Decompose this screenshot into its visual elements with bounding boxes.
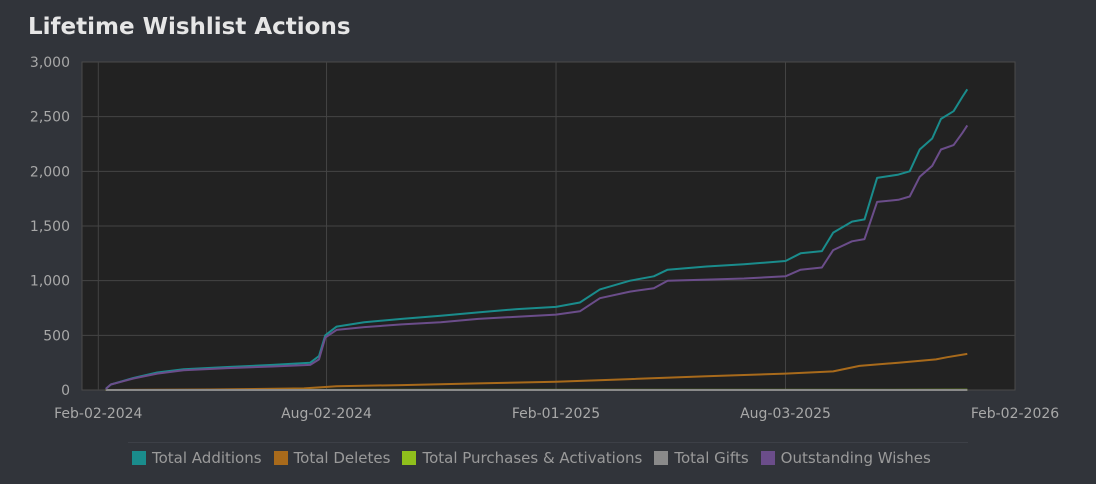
legend-item-total-additions[interactable]: Total Additions [128, 449, 262, 467]
y-tick-label: 2,000 [30, 164, 70, 180]
legend-swatch [402, 451, 417, 465]
legend-swatch [132, 451, 146, 465]
legend-swatch [654, 451, 669, 465]
series-line-outstanding-wishes [105, 124, 969, 390]
x-tick-label: Feb-02-2026 [971, 406, 1059, 422]
legend-label: Total Gifts [674, 449, 749, 467]
legend-label: Total Deletes [293, 449, 391, 467]
y-tick-label: 1,500 [30, 219, 70, 235]
wishlist-chart: 0 500 1,000 1,500 2,000 2,500 3,000 Feb-02-2024… [30, 55, 1059, 422]
legend-item-total-purchases-activations[interactable]: Total Purchases & Activations [398, 449, 642, 467]
x-tick-label: Feb-02-2024 [54, 406, 142, 422]
chart-legend: Total Additions Total Deletes Total Purcha… [128, 442, 968, 473]
y-tick-label: 3,000 [30, 55, 70, 71]
legend-item-total-gifts[interactable]: Total Gifts [650, 449, 749, 467]
y-tick-label: 0 [61, 383, 70, 399]
legend-swatch [760, 451, 775, 465]
legend-label: Total Purchases & Activations [422, 449, 643, 467]
x-tick-label: Aug-02-2024 [281, 406, 372, 422]
y-tick-label: 500 [43, 328, 70, 344]
x-tick-label: Feb-01-2025 [512, 406, 600, 422]
legend-swatch [273, 451, 288, 465]
legend-label: Outstanding Wishes [780, 449, 931, 467]
y-tick-label: 1,000 [30, 274, 70, 290]
legend-item-outstanding-wishes[interactable]: Outstanding Wishes [757, 449, 931, 467]
y-tick-label: 2,500 [30, 110, 70, 126]
series-line-total-additions [105, 88, 969, 390]
legend-item-total-deletes[interactable]: Total Deletes [270, 449, 391, 467]
series-line-total-deletes [105, 352, 968, 391]
chart-title: Lifetime Wishlist Actions [28, 14, 351, 40]
legend-label: Total Additions [152, 449, 262, 467]
x-tick-label: Aug-03-2025 [740, 406, 831, 422]
